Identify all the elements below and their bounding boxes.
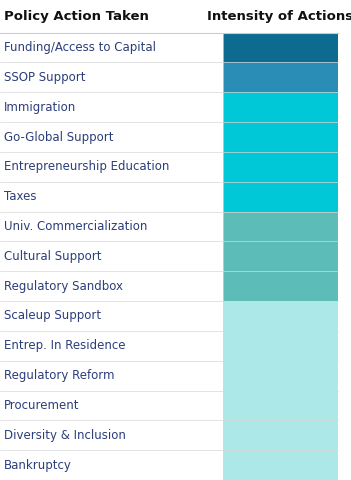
Text: Intensity of Actions: Intensity of Actions <box>207 10 351 23</box>
Bar <box>223 62 338 92</box>
Text: Regulatory Reform: Regulatory Reform <box>4 369 115 382</box>
Text: Entrepreneurship Education: Entrepreneurship Education <box>4 160 170 173</box>
Text: Bankruptcy: Bankruptcy <box>4 458 72 471</box>
Bar <box>223 212 338 301</box>
Text: Policy Action Taken: Policy Action Taken <box>4 10 149 23</box>
Text: Entrep. In Residence: Entrep. In Residence <box>4 339 126 352</box>
Text: Go-Global Support: Go-Global Support <box>4 131 114 144</box>
Bar <box>223 92 338 212</box>
Text: Regulatory Sandbox: Regulatory Sandbox <box>4 280 123 293</box>
Text: Univ. Commercialization: Univ. Commercialization <box>4 220 147 233</box>
Text: Procurement: Procurement <box>4 399 80 412</box>
Text: Cultural Support: Cultural Support <box>4 250 102 263</box>
Text: Funding/Access to Capital: Funding/Access to Capital <box>4 41 156 54</box>
Bar <box>223 33 338 62</box>
Text: Taxes: Taxes <box>4 190 37 203</box>
Text: Immigration: Immigration <box>4 101 77 114</box>
Text: Diversity & Inclusion: Diversity & Inclusion <box>4 429 126 442</box>
Text: Scaleup Support: Scaleup Support <box>4 310 101 323</box>
Text: SSOP Support: SSOP Support <box>4 71 86 84</box>
Bar <box>223 301 338 480</box>
